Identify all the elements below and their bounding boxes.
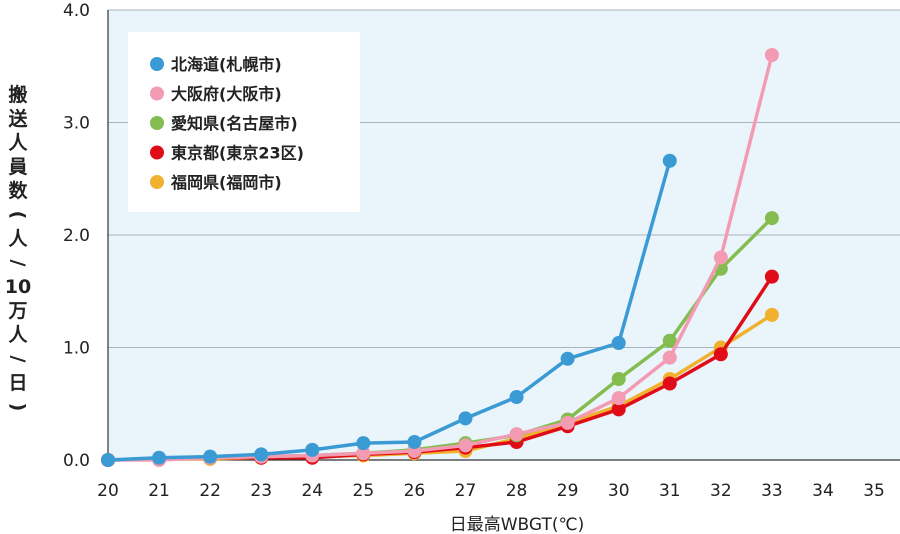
- data-point: [662, 153, 677, 168]
- x-tick-label: 22: [199, 481, 221, 501]
- y-tick-label: 4.0: [63, 1, 90, 21]
- data-point: [305, 442, 320, 457]
- data-point: [713, 250, 728, 265]
- x-tick-label: 26: [404, 481, 426, 501]
- x-tick-label: 34: [812, 481, 834, 501]
- x-tick-label: 25: [353, 481, 375, 501]
- x-tick-label: 32: [710, 481, 732, 501]
- x-tick-label: 24: [301, 481, 323, 501]
- legend-label: 北海道(札幌市): [171, 55, 282, 74]
- x-tick-label: 31: [659, 481, 681, 501]
- legend-marker: [150, 175, 164, 189]
- legend-label: 大阪府(大阪市): [171, 85, 282, 104]
- y-axis-title-char: 人: [8, 132, 28, 154]
- y-axis-title-char: ): [7, 403, 29, 412]
- data-point: [764, 48, 779, 62]
- y-axis-title-char: (: [7, 211, 29, 220]
- data-point: [611, 336, 626, 350]
- y-axis-title-char: 10: [5, 276, 31, 298]
- legend-marker: [150, 57, 164, 71]
- y-axis-title-char: 人: [8, 324, 28, 346]
- data-point: [662, 376, 677, 391]
- data-point: [203, 449, 218, 464]
- x-tick-label: 20: [97, 481, 119, 501]
- y-axis-title-char: 搬: [8, 83, 27, 106]
- data-point: [458, 411, 473, 426]
- y-axis-title-char: 日: [8, 372, 27, 394]
- legend-label: 福岡県(福岡市): [170, 173, 282, 192]
- y-tick-labels: 0.0 1.0 2.0 3.0 4.0: [63, 1, 90, 471]
- y-axis-title-char: 送: [8, 107, 28, 130]
- data-point: [611, 391, 626, 406]
- x-tick-label: 29: [557, 481, 579, 501]
- data-point: [764, 211, 779, 226]
- legend-label: 愛知県(名古屋市): [171, 114, 298, 133]
- x-tick-label: 33: [761, 481, 783, 501]
- y-axis-title-char: 員: [8, 156, 27, 178]
- data-point: [764, 307, 779, 322]
- x-axis-title: 日最高WBGT(℃): [450, 515, 584, 534]
- legend: 北海道(札幌市) 大阪府(大阪市) 愛知県(名古屋市) 東京都(東京23区) 福岡県(福…: [128, 32, 360, 212]
- y-axis-title-char: /: [7, 260, 29, 267]
- legend-marker: [150, 86, 164, 101]
- x-tick-label: 28: [506, 481, 528, 501]
- x-tick-label: 21: [148, 481, 170, 501]
- data-point: [662, 333, 677, 348]
- x-tick-label: 30: [608, 481, 630, 501]
- data-point: [611, 372, 626, 386]
- data-point: [152, 450, 167, 465]
- legend-marker: [150, 145, 164, 160]
- x-tick-labels: 20 21 22 23 24 25 26 27 28 29 30 31 32 33 34 35: [97, 481, 885, 501]
- y-tick-label: 2.0: [63, 226, 90, 246]
- data-point: [611, 402, 626, 417]
- x-tick-label: 35: [863, 481, 885, 501]
- data-point: [560, 351, 575, 366]
- y-axis-title-char: 人: [8, 228, 28, 250]
- series-line: [107, 160, 672, 462]
- legend-box: [128, 32, 360, 212]
- y-tick-label: 3.0: [63, 114, 90, 134]
- data-point: [356, 446, 371, 461]
- data-point: [509, 390, 524, 404]
- y-tick-label: 1.0: [63, 339, 90, 359]
- data-point: [356, 436, 371, 451]
- data-point: [509, 427, 524, 442]
- legend-label: 東京都(東京23区): [171, 144, 304, 163]
- series-0: [101, 153, 677, 467]
- data-point: [407, 435, 422, 449]
- y-axis-title-char: 数: [8, 179, 28, 202]
- x-tick-label: 23: [250, 481, 272, 501]
- data-point: [662, 350, 677, 365]
- y-axis-title-char: 万: [7, 300, 27, 322]
- data-point: [560, 415, 575, 430]
- x-tick-label: 27: [455, 481, 477, 501]
- data-point: [254, 447, 269, 462]
- data-point: [713, 347, 728, 362]
- data-point: [764, 269, 779, 284]
- data-point: [101, 453, 115, 467]
- series-layer: [101, 48, 779, 467]
- y-tick-label: 0.0: [63, 451, 90, 471]
- y-axis-title-char: /: [7, 356, 29, 363]
- legend-marker: [150, 116, 164, 130]
- data-point: [458, 438, 473, 453]
